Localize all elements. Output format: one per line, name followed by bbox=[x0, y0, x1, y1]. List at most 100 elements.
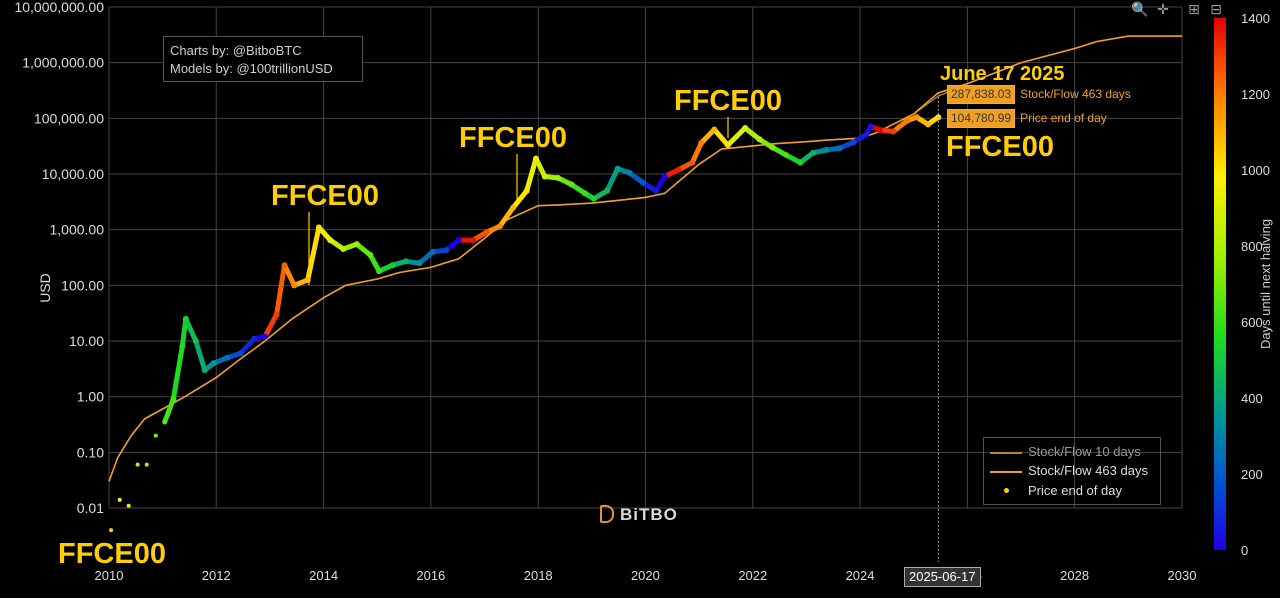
price-point[interactable] bbox=[117, 497, 122, 502]
price-point[interactable] bbox=[604, 187, 611, 194]
price-point[interactable] bbox=[913, 114, 920, 121]
price-segment bbox=[170, 343, 185, 402]
price-point[interactable] bbox=[661, 173, 668, 180]
halving-marker-label: FFCE00 bbox=[946, 131, 1054, 163]
price-point[interactable] bbox=[769, 144, 776, 151]
legend-item-price[interactable]: Price end of day bbox=[990, 482, 1156, 500]
pan-icon[interactable]: ✛ bbox=[1157, 1, 1169, 17]
price-point[interactable] bbox=[689, 159, 696, 166]
legend-item-sf463[interactable]: Stock/Flow 463 days bbox=[990, 462, 1156, 480]
price-point[interactable] bbox=[890, 128, 897, 135]
zoom-out-icon[interactable]: ⊟ bbox=[1210, 1, 1222, 17]
price-point[interactable] bbox=[261, 333, 268, 340]
price-point[interactable] bbox=[327, 237, 334, 244]
price-point[interactable] bbox=[541, 173, 548, 180]
price-point[interactable] bbox=[291, 282, 298, 289]
price-point[interactable] bbox=[925, 121, 932, 128]
price-point[interactable] bbox=[315, 224, 322, 231]
price-point[interactable] bbox=[711, 126, 718, 133]
price-point[interactable] bbox=[429, 248, 436, 255]
chart-annotations: June 17 2025 FFCE00 FFCE00 FFCE00 FFCE00 FFCE… bbox=[58, 63, 1065, 570]
y-tick-label: 10,000,000.00 bbox=[14, 0, 104, 15]
price-point[interactable] bbox=[389, 262, 396, 269]
price-point[interactable] bbox=[470, 237, 477, 244]
price-point[interactable] bbox=[756, 136, 763, 143]
price-point[interactable] bbox=[554, 174, 561, 181]
price-point[interactable] bbox=[876, 126, 883, 133]
price-point[interactable] bbox=[153, 433, 158, 438]
x-tick-label: 2018 bbox=[524, 568, 553, 583]
price-point[interactable] bbox=[568, 181, 575, 188]
price-point[interactable] bbox=[639, 179, 646, 186]
price-point[interactable] bbox=[724, 142, 731, 149]
colorbar-tick-label: 1200 bbox=[1241, 87, 1270, 102]
price-point[interactable] bbox=[455, 237, 462, 244]
price-point[interactable] bbox=[523, 187, 530, 194]
x-tick-label: 2028 bbox=[1060, 568, 1089, 583]
price-point[interactable] bbox=[626, 169, 633, 176]
price-point[interactable] bbox=[144, 462, 149, 467]
x-tick-label: 2022 bbox=[738, 568, 767, 583]
price-point[interactable] bbox=[836, 145, 843, 152]
price-point[interactable] bbox=[653, 187, 660, 194]
price-point[interactable] bbox=[179, 343, 186, 350]
price-point[interactable] bbox=[823, 146, 830, 153]
price-point[interactable] bbox=[192, 338, 199, 344]
price-point[interactable] bbox=[281, 262, 288, 269]
zoom-in-icon[interactable]: ⊞ bbox=[1188, 1, 1200, 17]
chart-grid bbox=[108, 6, 1183, 509]
price-point[interactable] bbox=[402, 258, 409, 265]
y-tick-label: 1.00 bbox=[77, 389, 104, 405]
price-point[interactable] bbox=[135, 462, 140, 467]
hover-x-label: 2025-06-17 bbox=[904, 567, 981, 587]
price-point[interactable] bbox=[581, 190, 588, 197]
halving-marker-label: FFCE00 bbox=[459, 122, 567, 154]
price-point[interactable] bbox=[797, 159, 804, 166]
halving-marker-label: FFCE00 bbox=[674, 85, 782, 117]
price-point[interactable] bbox=[532, 155, 539, 162]
zoom-icon[interactable]: 🔍 bbox=[1131, 1, 1149, 17]
price-point[interactable] bbox=[903, 117, 910, 124]
price-point[interactable] bbox=[304, 276, 311, 283]
price-point[interactable] bbox=[614, 165, 621, 172]
legend-swatch-sf463 bbox=[990, 471, 1022, 473]
price-point[interactable] bbox=[742, 125, 749, 132]
price-point[interactable] bbox=[850, 139, 857, 146]
price-point[interactable] bbox=[210, 360, 217, 367]
price-point[interactable] bbox=[810, 149, 817, 156]
hover-price-name: Price end of day bbox=[1020, 111, 1107, 125]
price-point[interactable] bbox=[367, 252, 374, 259]
price-point[interactable] bbox=[867, 123, 874, 130]
price-point[interactable] bbox=[416, 260, 423, 267]
halving-marker-label: FFCE00 bbox=[271, 180, 379, 212]
price-point[interactable] bbox=[443, 247, 450, 254]
price-point[interactable] bbox=[376, 268, 383, 275]
price-point[interactable] bbox=[510, 204, 517, 211]
legend-item-sf10[interactable]: Stock/Flow 10 days bbox=[990, 443, 1156, 461]
price-point[interactable] bbox=[863, 131, 870, 138]
price-point[interactable] bbox=[496, 223, 503, 230]
price-point[interactable] bbox=[483, 229, 490, 236]
price-point[interactable] bbox=[782, 151, 789, 158]
price-point[interactable] bbox=[170, 396, 177, 403]
price-point[interactable] bbox=[182, 315, 189, 322]
legend-label-sf10: Stock/Flow 10 days bbox=[1028, 444, 1141, 459]
price-point[interactable] bbox=[590, 195, 597, 202]
y-tick-label: 10.00 bbox=[69, 333, 104, 349]
price-point[interactable] bbox=[675, 166, 682, 173]
colorbar: 0 200 400 600 800 1000 1200 1400 bbox=[1214, 11, 1270, 558]
price-point[interactable] bbox=[126, 503, 131, 508]
price-point[interactable] bbox=[224, 354, 231, 361]
price-point[interactable] bbox=[162, 420, 167, 425]
price-point[interactable] bbox=[340, 245, 347, 252]
price-segment bbox=[510, 188, 530, 211]
colorbar-tick-label: 200 bbox=[1241, 467, 1263, 482]
price-point[interactable] bbox=[251, 335, 258, 342]
price-point[interactable] bbox=[353, 241, 360, 248]
price-point[interactable] bbox=[273, 311, 280, 318]
price-point[interactable] bbox=[237, 350, 244, 357]
price-point[interactable] bbox=[698, 140, 705, 147]
price-point[interactable] bbox=[201, 367, 208, 374]
price-point[interactable] bbox=[109, 528, 114, 533]
